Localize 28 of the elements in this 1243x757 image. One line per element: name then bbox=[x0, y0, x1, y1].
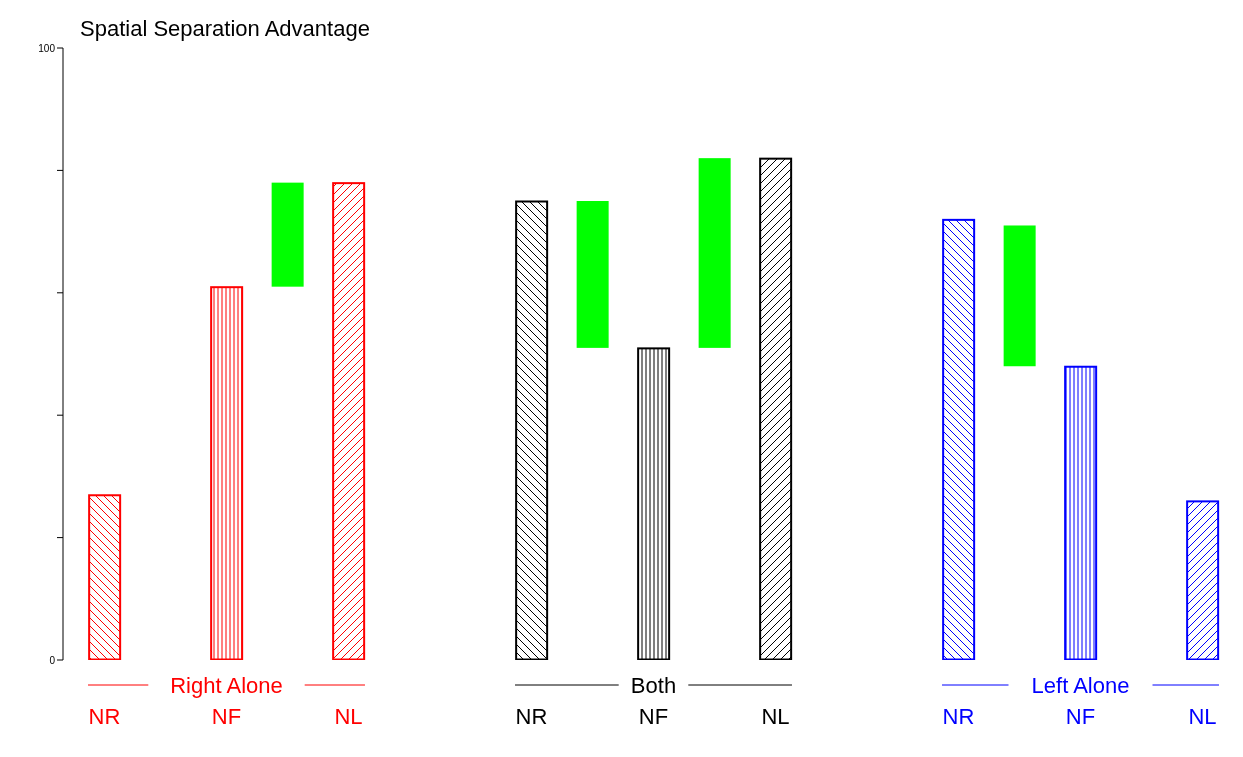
y-tick-label: 100 bbox=[38, 42, 56, 54]
bar bbox=[515, 200, 549, 660]
series-label: Left Alone bbox=[1031, 673, 1130, 698]
x-tick-label: NL bbox=[1188, 704, 1217, 729]
x-tick-label: NL bbox=[761, 704, 790, 729]
y-tick-label: 0 bbox=[49, 654, 56, 666]
x-tick-label: NF bbox=[211, 704, 242, 729]
bar bbox=[332, 182, 366, 660]
bar bbox=[698, 158, 731, 348]
bar bbox=[210, 286, 244, 660]
x-tick-label: NR bbox=[515, 704, 548, 729]
x-tick-label: NF bbox=[1065, 704, 1096, 729]
bar bbox=[942, 218, 976, 660]
series-label: Both bbox=[630, 673, 677, 698]
bar bbox=[1186, 500, 1220, 660]
bar bbox=[1003, 225, 1036, 367]
x-tick-label: NF bbox=[638, 704, 669, 729]
x-tick-label: NL bbox=[334, 704, 363, 729]
chart-title: Spatial Separation Advantage bbox=[80, 16, 370, 41]
bar bbox=[759, 157, 793, 660]
x-tick-label: NR bbox=[88, 704, 121, 729]
x-tick-label: NR bbox=[942, 704, 975, 729]
bar bbox=[271, 182, 304, 287]
bar bbox=[88, 494, 122, 660]
bar bbox=[1064, 365, 1098, 660]
series-label: Right Alone bbox=[170, 673, 283, 698]
bar bbox=[637, 347, 671, 660]
bar bbox=[576, 201, 609, 348]
